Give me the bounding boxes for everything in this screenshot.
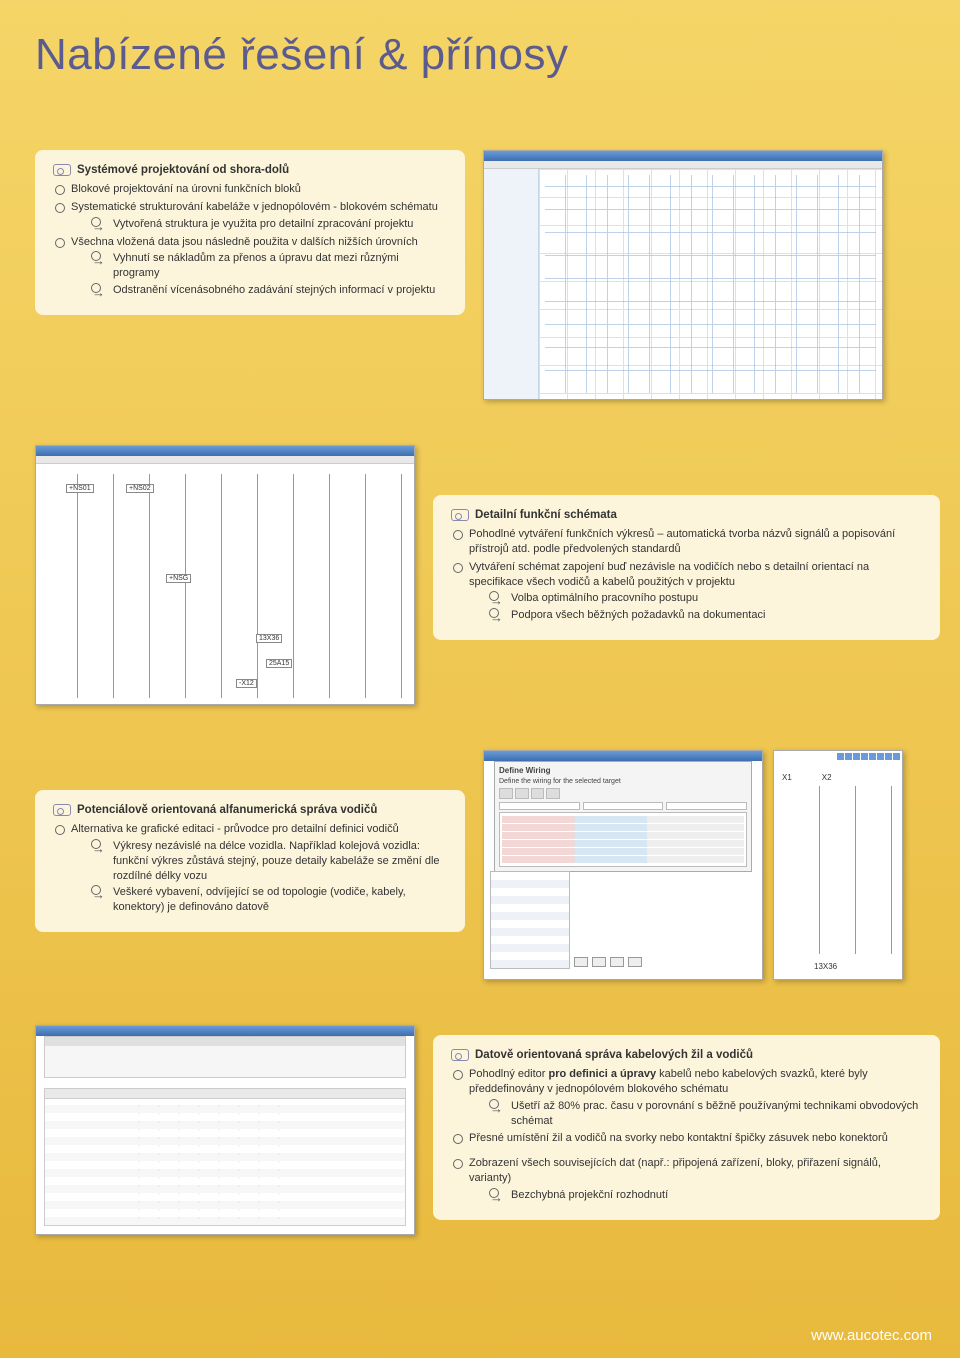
upper-grid [44, 1036, 406, 1078]
bullet-text: Pohodlný editor pro definici a úpravy ka… [469, 1068, 868, 1095]
arrow-item: Podpora všech běžných požadavků na dokum… [489, 608, 922, 623]
dialog-subtitle: Define the wiring for the selected targe… [499, 778, 747, 785]
tree-view[interactable] [490, 871, 570, 969]
bullet: Pohodlný editor pro definici a úpravy ka… [453, 1067, 922, 1128]
section-cable-data: Datově orientovaná správa kabelových žil… [35, 1025, 940, 1235]
card-topdown: Systémové projektování od shora-dolů Blo… [35, 150, 465, 315]
arrow-item: Vyhnutí se nákladům za přenos a úpravu d… [91, 251, 447, 281]
label: 13X36 [256, 634, 282, 643]
footer-url: www.aucotec.com [811, 1327, 932, 1344]
page-title: Nabízené řešení & přínosy [35, 30, 940, 80]
card-cable-data: Datově orientovaná správa kabelových žil… [433, 1035, 940, 1220]
tab[interactable] [515, 788, 529, 799]
section-schematics: +NS01 +NS02 +NSG 13X36 25A15 -X12 Detail… [35, 445, 940, 705]
badge-icon [451, 1049, 469, 1061]
button[interactable] [574, 957, 588, 967]
screenshot-define-wiring: Define Wiring Define the wiring for the … [483, 750, 763, 980]
bullet-text: Všechna vložená data jsou následně použi… [71, 236, 418, 248]
lower-grid [44, 1088, 406, 1226]
page: Nabízené řešení & přínosy Systémové proj… [0, 0, 960, 1358]
input[interactable] [583, 802, 664, 810]
bullet-text: Zobrazení všech souvisejících dat (např.… [469, 1157, 881, 1184]
screenshot-block-diagram [483, 150, 883, 400]
arrow-item: Odstranění vícenásobného zadávání stejný… [91, 283, 447, 298]
t: pro definici a úpravy [549, 1068, 657, 1080]
tab[interactable] [531, 788, 545, 799]
button-row [574, 957, 642, 967]
bullet-text: Přesné umístění žil a vodičů na svorky n… [469, 1132, 888, 1144]
bullet: Přesné umístění žil a vodičů na svorky n… [453, 1131, 922, 1146]
t: Pohodlný editor [469, 1068, 549, 1080]
heading-schematics: Detailní funkční schémata [475, 509, 617, 521]
screenshot-functional-schematic: +NS01 +NS02 +NSG 13X36 25A15 -X12 [35, 445, 415, 705]
grid [499, 812, 747, 867]
tab[interactable] [499, 788, 513, 799]
badge-icon [53, 164, 71, 176]
dialog-title: Define Wiring [499, 766, 747, 775]
label: X2 [822, 773, 832, 782]
card-wiring-mgmt: Potenciálově orientovaná alfanumerická s… [35, 790, 465, 932]
mini-toolbar [837, 753, 900, 760]
label: +NS02 [126, 484, 154, 493]
bullet: Systematické strukturování kabeláže v je… [55, 200, 447, 232]
arrow-item: Volba optimálního pracovního postupu [489, 591, 922, 606]
tabstrip [499, 788, 747, 799]
label: +NSG [166, 574, 191, 583]
bullet: Pohodlné vytváření funkčních výkresů – a… [453, 527, 922, 557]
bullets-topdown: Blokové projektování na úrovni funkčních… [53, 182, 447, 298]
input[interactable] [666, 802, 747, 810]
arrow-item: Veškeré vybavení, odvíjející se od topol… [91, 885, 447, 915]
screenshot-wiring-manager [35, 1025, 415, 1235]
heading-cable: Datově orientovaná správa kabelových žil… [475, 1049, 753, 1061]
section-topdown: Systémové projektování od shora-dolů Blo… [35, 150, 940, 400]
button[interactable] [628, 957, 642, 967]
bullet: Vytváření schémat zapojení buď nezávisle… [453, 560, 922, 623]
input[interactable] [499, 802, 580, 810]
bullet-text: Vytváření schémat zapojení buď nezávisle… [469, 561, 869, 588]
bullet-text: Blokové projektování na úrovni funkčních… [71, 183, 301, 195]
bullet: Blokové projektování na úrovni funkčních… [55, 182, 447, 197]
heading-topdown: Systémové projektování od shora-dolů [77, 164, 289, 176]
tab[interactable] [546, 788, 560, 799]
bullet: Všechna vložená data jsou následně použi… [55, 235, 447, 298]
arrow-item: Ušetří až 80% prac. času v porovnání s b… [489, 1099, 922, 1129]
label: -X12 [236, 679, 257, 688]
bullet-text: Pohodlné vytváření funkčních výkresů – a… [469, 528, 895, 555]
bullet: Zobrazení všech souvisejících dat (např.… [453, 1156, 922, 1203]
bullet-text: Alternativa ke grafické editaci - průvod… [71, 823, 399, 835]
bullets-wiring: Alternativa ke grafické editaci - průvod… [53, 822, 447, 915]
bullet-text: Systematické strukturování kabeláže v je… [71, 201, 438, 213]
label: 25A15 [266, 659, 292, 668]
badge-icon [451, 509, 469, 521]
label: 13X36 [814, 962, 837, 971]
arrow-item: Výkresy nezávislé na délce vozidla. Např… [91, 839, 447, 884]
bullets-schematics: Pohodlné vytváření funkčních výkresů – a… [451, 527, 922, 623]
label: X1 [782, 773, 792, 782]
arrow-item: Vytvořená struktura je využita pro detai… [91, 217, 447, 232]
card-schematics: Detailní funkční schémata Pohodlné vytvá… [433, 495, 940, 640]
badge-icon [53, 804, 71, 816]
screenshot-group-wiring: Define Wiring Define the wiring for the … [483, 750, 903, 980]
bullets-cable: Pohodlný editor pro definici a úpravy ka… [451, 1067, 922, 1203]
dialog-define-wiring: Define Wiring Define the wiring for the … [494, 761, 752, 872]
arrow-item: Bezchybná projekční rozhodnutí [489, 1188, 922, 1203]
button[interactable] [592, 957, 606, 967]
bullet: Alternativa ke grafické editaci - průvod… [55, 822, 447, 915]
button[interactable] [610, 957, 624, 967]
screenshot-narrow-wiring: X1 X2 13X36 [773, 750, 903, 980]
label: +NS01 [66, 484, 94, 493]
section-wiring-mgmt: Potenciálově orientovaná alfanumerická s… [35, 750, 940, 980]
heading-wiring: Potenciálově orientovaná alfanumerická s… [77, 804, 377, 816]
